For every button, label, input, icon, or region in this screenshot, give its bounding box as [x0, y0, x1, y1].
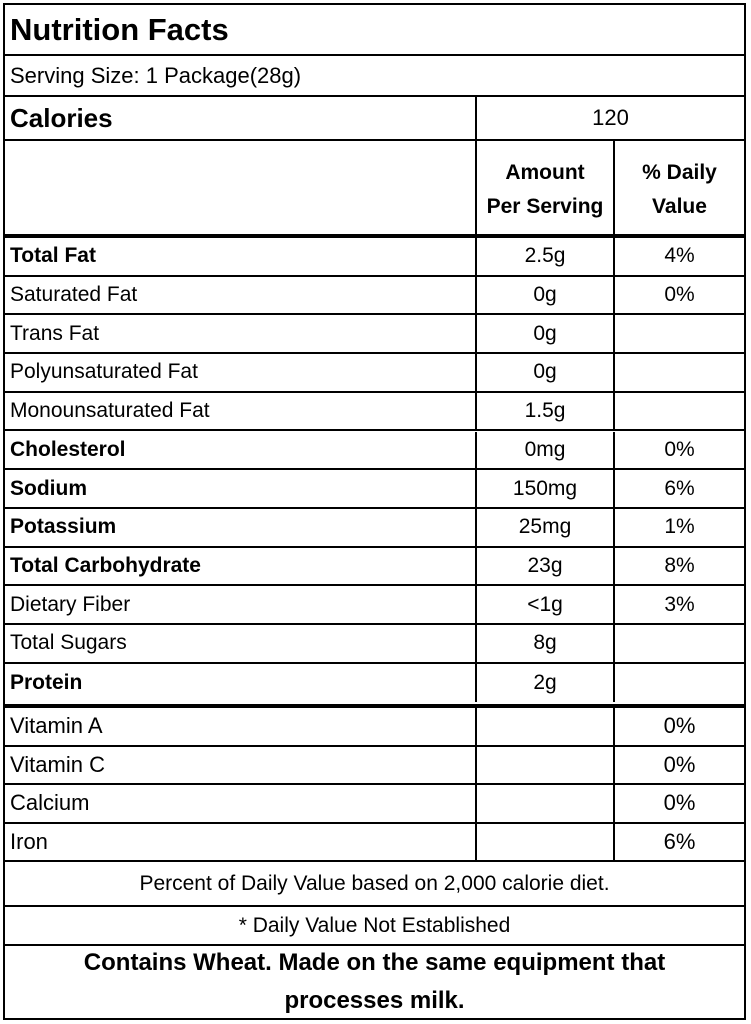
vitamin-amount [475, 785, 613, 822]
vitamin-amount [475, 746, 613, 783]
nutrient-name: Trans Fat [10, 321, 100, 345]
nutrient-amount: 0g [475, 354, 613, 391]
footnote-daily-value: Percent of Daily Value based on 2,000 ca… [139, 871, 610, 895]
nutrient-amount: 2.5g [475, 238, 613, 275]
nutrient-row: Potassium 25mg 1% [5, 508, 744, 548]
allergen-line1: Contains Wheat. Made on the same equipme… [83, 949, 666, 976]
vitamin-name: Calcium [10, 790, 90, 816]
vitamin-row: Vitamin C 0% [5, 746, 744, 785]
nutrient-row: Total Carbohydrate 23g 8% [5, 547, 744, 587]
nutrient-daily-value [613, 354, 744, 391]
nutrient-amount: 150mg [475, 470, 613, 507]
vitamin-row: Iron 6% [5, 823, 744, 862]
nutrient-daily-value: 0% [613, 276, 744, 314]
nutrient-daily-value: 1% [613, 508, 744, 546]
vitamin-row: Calcium 0% [5, 785, 744, 824]
allergen-row: Contains Wheat. Made on the same equipme… [5, 946, 744, 1018]
dv-header-line2: Value [652, 194, 707, 218]
nutrient-name: Cholesterol [10, 437, 126, 461]
nutrient-daily-value [613, 663, 744, 703]
nutrient-amount: 0g [475, 315, 613, 353]
nutrient-name: Total Carbohydrate [10, 553, 201, 577]
footnote-not-established: * Daily Value Not Established [238, 913, 511, 937]
nutrient-name: Polyunsaturated Fat [10, 360, 198, 384]
nutrient-name: Sodium [10, 476, 87, 500]
vitamin-daily-value: 6% [613, 823, 744, 860]
nutrition-label: Nutrition Facts Serving Size: 1 Package(… [3, 3, 746, 1020]
serving-size: Serving Size: 1 Package(28g) [10, 62, 302, 88]
nutrient-row: Total Sugars 8g [5, 625, 744, 664]
nutrient-amount: 23g [475, 547, 613, 585]
nutrient-name: Dietary Fiber [10, 592, 131, 616]
nutrient-daily-value [613, 392, 744, 430]
nutrient-row: Cholesterol 0mg 0% [5, 431, 744, 471]
serving-size-row: Serving Size: 1 Package(28g) [5, 56, 744, 97]
footnote-not-established-row: * Daily Value Not Established [5, 907, 744, 946]
nutrient-amount: 25mg [475, 508, 613, 546]
vitamin-name: Iron [10, 828, 48, 854]
title-row: Nutrition Facts [5, 5, 744, 56]
header-spacer [5, 141, 475, 238]
nutrient-daily-value [613, 625, 744, 662]
nutrient-daily-value: 6% [613, 470, 744, 507]
nutrient-name: Total Sugars [10, 631, 127, 655]
amount-header-line1: Amount [505, 160, 585, 184]
page-title: Nutrition Facts [10, 11, 229, 47]
nutrient-name: Monounsaturated Fat [10, 399, 210, 423]
column-header-row: Amount Per Serving % Daily Value [5, 141, 744, 238]
calories-value: 120 [475, 97, 744, 139]
amount-per-serving-header: Amount Per Serving [475, 141, 613, 238]
nutrient-amount: <1g [475, 586, 613, 623]
nutrient-name: Saturated Fat [10, 283, 138, 307]
nutrient-amount: 0mg [475, 431, 613, 469]
vitamin-name: Vitamin A [10, 713, 103, 739]
vitamin-amount [475, 823, 613, 860]
nutrient-amount: 8g [475, 625, 613, 662]
nutrient-amount: 0g [475, 276, 613, 314]
nutrient-name: Protein [10, 671, 83, 695]
vitamin-name: Vitamin C [10, 751, 105, 777]
nutrient-amount: 2g [475, 663, 613, 703]
allergen-statement: Contains Wheat. Made on the same equipme… [5, 946, 744, 1018]
calories-label: Calories [10, 102, 113, 133]
nutrient-daily-value: 0% [613, 431, 744, 469]
calories-row: Calories 120 [5, 97, 744, 141]
allergen-line2: processes milk. [284, 987, 465, 1014]
dv-header-line1: % Daily [642, 160, 717, 184]
vitamin-daily-value: 0% [613, 746, 744, 783]
nutrient-row: Polyunsaturated Fat 0g [5, 354, 744, 393]
vitamin-daily-value: 0% [613, 785, 744, 822]
vitamin-daily-value: 0% [613, 708, 744, 745]
nutrient-row: Protein 2g [5, 663, 744, 703]
vitamin-amount [475, 708, 613, 745]
nutrient-row: Saturated Fat 0g 0% [5, 276, 744, 316]
daily-value-header: % Daily Value [613, 141, 744, 238]
amount-header-line2: Per Serving [486, 194, 604, 218]
vitamin-row: Vitamin A 0% [5, 708, 744, 747]
nutrient-daily-value [613, 315, 744, 353]
nutrient-row: Total Fat 2.5g 4% [5, 238, 744, 277]
nutrient-row: Trans Fat 0g [5, 315, 744, 355]
nutrient-row: Sodium 150mg 6% [5, 470, 744, 509]
nutrient-daily-value: 4% [613, 238, 744, 275]
footnote-dv-row: Percent of Daily Value based on 2,000 ca… [5, 862, 744, 907]
nutrient-row: Dietary Fiber <1g 3% [5, 586, 744, 625]
nutrient-name: Total Fat [10, 244, 96, 268]
nutrient-daily-value: 8% [613, 547, 744, 585]
nutrient-daily-value: 3% [613, 586, 744, 623]
nutrient-name: Potassium [10, 515, 117, 539]
nutrient-row: Monounsaturated Fat 1.5g [5, 392, 744, 432]
nutrient-amount: 1.5g [475, 392, 613, 430]
